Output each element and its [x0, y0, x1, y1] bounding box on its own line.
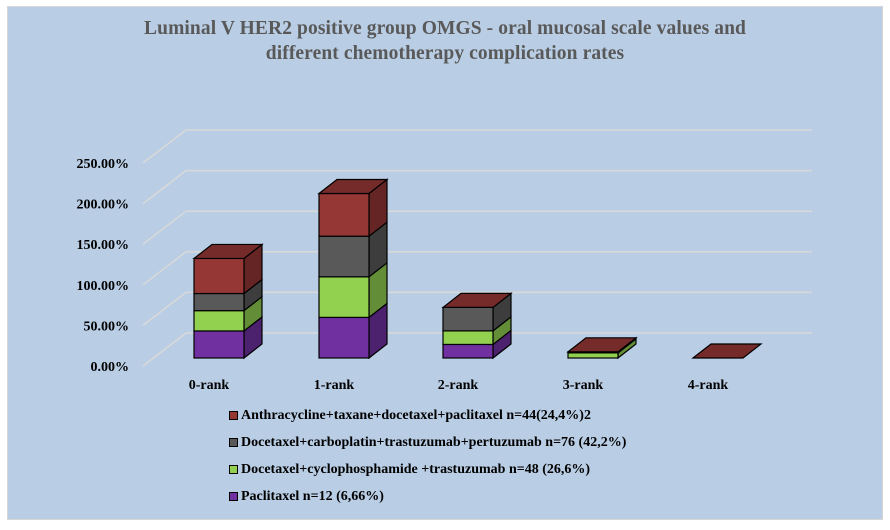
bar-stack-2-rank: [441, 292, 513, 360]
bar-segment: [318, 178, 388, 238]
bar-top-face: [691, 343, 763, 359]
bar-top-face: [317, 178, 389, 195]
y-tick-label: 50.00%: [84, 319, 130, 334]
bar-stack-0-rank: [192, 243, 264, 360]
gridline: [142, 251, 812, 286]
bar-stack-3-rank: [566, 336, 638, 360]
legend-swatch: [229, 411, 238, 420]
legend-swatch: [229, 492, 238, 501]
legend-label: Anthracycline+taxane+docetaxel+paclitaxe…: [241, 407, 591, 423]
x-tick-label: 0-rank: [189, 378, 230, 393]
bar-segment: [193, 295, 263, 333]
bar-stack-1-rank: [317, 178, 389, 360]
x-tick-label: 4-rank: [688, 378, 729, 393]
bar-segment: [442, 329, 512, 360]
y-tick-label: 200.00%: [77, 198, 130, 213]
gridline: [142, 210, 812, 245]
legend-item: Docetaxel+carboplatin+trastuzumab+pertuz…: [229, 429, 626, 456]
bar-top-face: [192, 243, 264, 260]
legend-item: Docetaxel+cyclophosphamide +trastuzumab …: [229, 456, 626, 483]
legend-item: Anthracycline+taxane+docetaxel+paclitaxe…: [229, 402, 626, 429]
gridline: [142, 332, 812, 367]
chart-title: Luminal V HER2 positive group OMGS - ora…: [0, 16, 890, 66]
y-tick-label: 0.00%: [91, 360, 130, 375]
bar-top-face: [566, 337, 638, 353]
legend-item: Paclitaxel n=12 (6,66%): [229, 483, 626, 510]
chart-title-line-2: different chemotherapy complication rate…: [265, 43, 625, 64]
gridline: [142, 129, 812, 164]
legend-label: Paclitaxel n=12 (6,66%): [241, 488, 384, 504]
y-tick-label: 100.00%: [77, 279, 130, 294]
bar-stack-4-rank: [691, 343, 763, 359]
legend: Anthracycline+taxane+docetaxel+paclitaxe…: [229, 402, 626, 510]
chart-area: [7, 6, 883, 520]
legend-label: Docetaxel+cyclophosphamide +trastuzumab …: [241, 461, 591, 477]
x-axis: 0-rank 1-rank 2-rank 3-rank 4-rank: [189, 378, 729, 393]
bar-segment: [318, 261, 388, 319]
bars: [192, 178, 763, 360]
gridline: [142, 169, 812, 205]
x-tick-label: 3-rank: [563, 378, 604, 393]
bar-top-face: [441, 292, 513, 309]
chart-title-line-1: Luminal V HER2 positive group OMGS - ora…: [144, 18, 746, 39]
bar-segment: [193, 315, 263, 360]
y-axis: 0.00% 50.00% 100.00% 150.00% 200.00% 250.00%: [77, 157, 130, 375]
x-tick-label: 2-rank: [438, 378, 479, 393]
x-tick-label: 1-rank: [314, 378, 355, 393]
legend-label: Docetaxel+carboplatin+trastuzumab+pertuz…: [241, 434, 627, 450]
y-tick-label: 250.00%: [77, 157, 130, 172]
legend-swatch: [229, 465, 238, 474]
bar-segment: [193, 243, 263, 295]
gridlines: [142, 129, 812, 367]
y-tick-label: 150.00%: [77, 238, 130, 253]
legend-swatch: [229, 438, 238, 447]
gridline: [142, 291, 812, 326]
